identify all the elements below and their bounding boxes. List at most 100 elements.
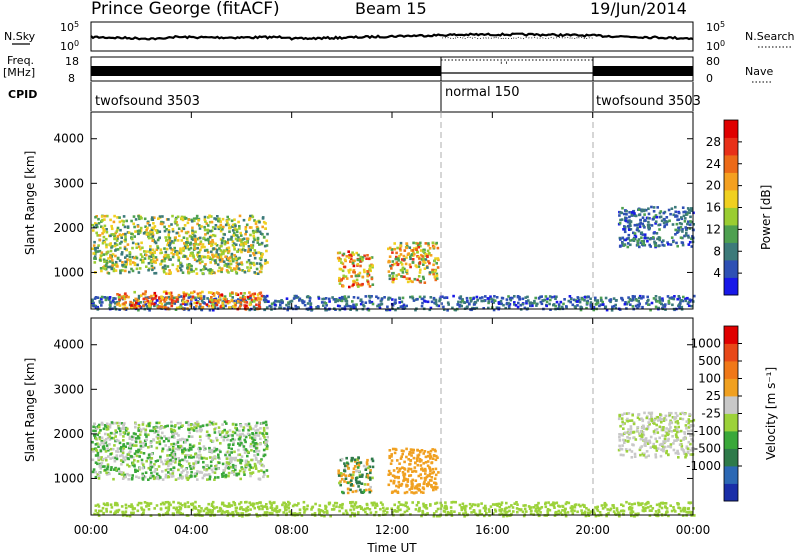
- scatter-cell: [594, 514, 598, 518]
- scatter-cell: [254, 456, 258, 460]
- scatter-cell: [91, 448, 94, 451]
- scatter-cell: [117, 467, 121, 471]
- scatter-cell: [298, 508, 302, 511]
- scatter-cell: [177, 293, 181, 297]
- scatter-cell: [540, 302, 544, 306]
- scatter-cell: [100, 441, 104, 445]
- scatter-cell: [690, 304, 694, 308]
- scatter-cell: [249, 503, 253, 507]
- scatter-cell: [430, 461, 433, 465]
- scatter-cell: [113, 305, 117, 309]
- scatter-cell: [97, 423, 101, 427]
- scatter-cell: [209, 261, 212, 264]
- scatter-cell: [161, 221, 165, 224]
- scatter-cell: [245, 463, 249, 467]
- scatter-cell: [403, 267, 406, 271]
- scatter-cell: [368, 285, 372, 288]
- scatter-cell: [169, 298, 172, 301]
- scatter-cell: [207, 291, 211, 294]
- scatter-cell: [176, 421, 180, 425]
- scatter-cell: [196, 470, 199, 473]
- scatter-cell: [215, 291, 219, 294]
- scatter-cell: [275, 300, 279, 303]
- scatter-cell: [684, 234, 688, 237]
- scatter-cell: [125, 262, 128, 266]
- scatter-cell: [487, 300, 491, 303]
- scatter-cell: [233, 431, 237, 435]
- scatter-cell: [549, 308, 552, 311]
- scatter-cell: [117, 508, 121, 512]
- scatter-cell: [216, 300, 219, 303]
- scatter-cell: [415, 246, 418, 250]
- scatter-cell: [223, 298, 227, 301]
- scatter-cell: [684, 299, 688, 303]
- scatter-cell: [529, 506, 533, 509]
- scatter-cell: [333, 501, 337, 505]
- scatter-cell: [432, 514, 436, 518]
- scatter-cell: [248, 263, 252, 266]
- scatter-cell: [362, 305, 366, 308]
- scatter-cell: [536, 302, 539, 306]
- scatter-cell: [338, 276, 341, 280]
- scatter-cell: [147, 422, 150, 426]
- scatter-cell: [184, 474, 188, 478]
- scatter-cell: [229, 512, 233, 516]
- scatter-cell: [637, 296, 641, 300]
- scatter-cell: [411, 280, 414, 284]
- scatter-cell: [423, 261, 427, 264]
- scatter-cell: [283, 506, 287, 510]
- scatter-cell: [475, 306, 479, 310]
- scatter-cell: [667, 301, 671, 305]
- scatter-cell: [169, 241, 172, 245]
- scatter-cell: [338, 509, 341, 513]
- scatter-cell: [210, 456, 214, 459]
- scatter-cell: [428, 271, 432, 274]
- scatter-cell: [396, 307, 400, 310]
- scatter-cell: [427, 260, 430, 263]
- scatter-cell: [202, 236, 206, 240]
- scatter-cell: [371, 264, 374, 267]
- scatter-cell: [151, 248, 155, 252]
- scatter-cell: [160, 295, 163, 298]
- scatter-cell: [218, 295, 222, 298]
- scatter-cell: [471, 503, 475, 506]
- scatter-cell: [583, 510, 587, 514]
- scatter-cell: [130, 435, 134, 439]
- scatter-cell: [104, 441, 108, 444]
- scatter-cell: [596, 299, 600, 302]
- scatter-cell: [221, 430, 225, 433]
- scatter-cell: [192, 429, 196, 432]
- scatter-cell: [220, 250, 224, 254]
- scatter-cell: [181, 300, 185, 304]
- scatter-cell: [531, 301, 534, 305]
- scatter-cell: [370, 277, 374, 281]
- scatter-cell: [151, 302, 154, 305]
- scatter-cell: [508, 505, 511, 509]
- scatter-cell: [154, 261, 157, 264]
- scatter-cell: [675, 231, 679, 234]
- scatter-cell: [416, 463, 420, 467]
- scatter-cell: [102, 266, 105, 270]
- scatter-cell: [261, 217, 265, 220]
- scatter-cell: [141, 258, 145, 262]
- scatter-cell: [129, 262, 132, 266]
- scatter-cell: [132, 432, 136, 435]
- scatter-cell: [151, 260, 155, 263]
- scatter-cell: [231, 514, 235, 518]
- scatter-cell: [169, 291, 173, 295]
- scatter-cell: [115, 300, 118, 304]
- scatter-cell: [470, 511, 473, 514]
- scatter-cell: [636, 239, 639, 243]
- scatter-cell: [569, 300, 572, 304]
- scatter-cell: [266, 435, 269, 439]
- scatter-cell: [109, 265, 112, 269]
- scatter-cell: [133, 256, 136, 260]
- colorbar-tick-label: 28: [706, 135, 721, 149]
- scatter-cell: [166, 448, 170, 452]
- scatter-cell: [165, 272, 168, 275]
- scatter-cell: [234, 506, 238, 510]
- scatter-cell: [149, 458, 152, 462]
- colorbar-swatch: [724, 277, 738, 296]
- scatter-cell: [409, 295, 412, 299]
- scatter-cell: [167, 471, 170, 474]
